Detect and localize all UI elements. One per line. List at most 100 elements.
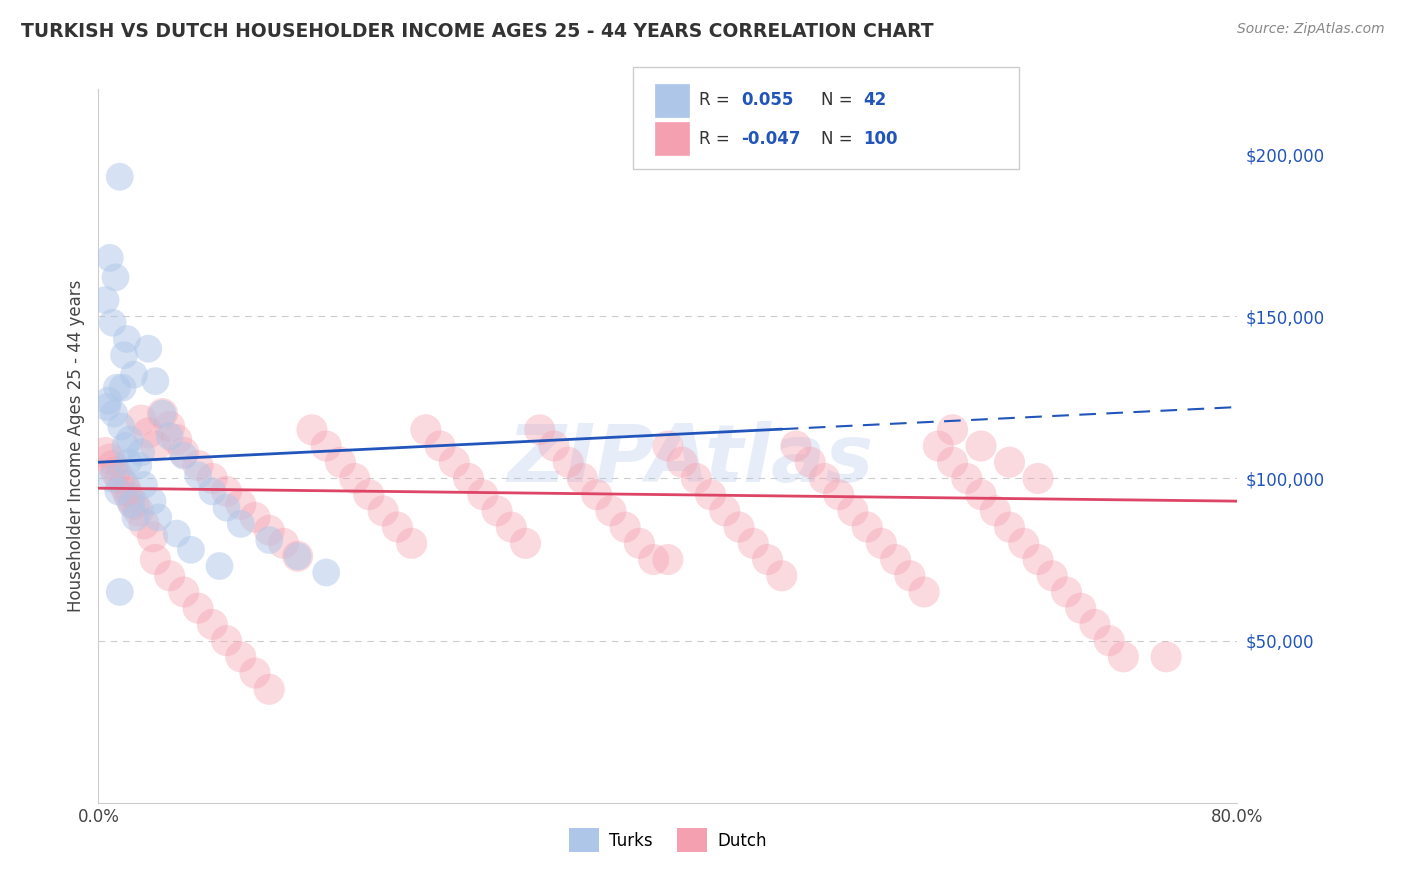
Point — [96, 400, 118, 414]
Point — [842, 504, 865, 518]
Point — [173, 585, 195, 599]
Point — [215, 633, 238, 648]
Point — [657, 552, 679, 566]
Point — [201, 484, 224, 499]
Point — [1070, 601, 1092, 615]
Text: R =: R = — [699, 91, 735, 110]
Point — [1056, 585, 1078, 599]
Point — [141, 530, 163, 544]
Point — [942, 423, 965, 437]
Point — [898, 568, 921, 582]
Text: N =: N = — [821, 91, 858, 110]
Point — [187, 468, 209, 483]
Point — [628, 536, 651, 550]
Point — [118, 433, 141, 447]
Point — [1026, 471, 1049, 485]
Point — [942, 455, 965, 469]
Point — [120, 497, 142, 511]
Point — [387, 520, 409, 534]
Point — [343, 471, 366, 485]
Point — [104, 270, 127, 285]
Point — [98, 452, 121, 467]
Text: 0.055: 0.055 — [741, 91, 793, 110]
Point — [187, 458, 209, 473]
Point — [98, 251, 121, 265]
Point — [94, 445, 117, 459]
Point — [111, 381, 134, 395]
Point — [585, 488, 607, 502]
Point — [108, 471, 131, 485]
Point — [1154, 649, 1177, 664]
Point — [287, 549, 309, 564]
Text: TURKISH VS DUTCH HOUSEHOLDER INCOME AGES 25 - 44 YEARS CORRELATION CHART: TURKISH VS DUTCH HOUSEHOLDER INCOME AGES… — [21, 22, 934, 41]
Point — [728, 520, 751, 534]
Point — [208, 559, 231, 574]
Point — [287, 549, 309, 564]
Text: R =: R = — [699, 129, 735, 148]
Point — [122, 497, 145, 511]
Point — [486, 504, 509, 518]
Point — [107, 484, 129, 499]
Point — [101, 316, 124, 330]
Point — [1026, 552, 1049, 566]
Point — [799, 455, 821, 469]
Point — [122, 368, 145, 382]
Point — [159, 419, 181, 434]
Point — [970, 439, 993, 453]
Point — [501, 520, 523, 534]
Point — [94, 293, 117, 307]
Point — [1012, 536, 1035, 550]
Point — [259, 533, 281, 547]
Point — [173, 445, 195, 459]
Point — [108, 585, 131, 599]
Point — [166, 433, 188, 447]
Point — [1098, 633, 1121, 648]
Point — [1040, 568, 1063, 582]
Point — [699, 488, 721, 502]
Point — [685, 471, 707, 485]
Text: ZIPAtlas: ZIPAtlas — [508, 421, 873, 500]
Point — [132, 478, 155, 492]
Point — [159, 568, 181, 582]
Point — [97, 393, 120, 408]
Point — [127, 504, 149, 518]
Point — [201, 617, 224, 632]
Point — [127, 458, 149, 473]
Point — [129, 413, 152, 427]
Point — [856, 520, 879, 534]
Point — [912, 585, 935, 599]
Point — [112, 348, 135, 362]
Point — [998, 455, 1021, 469]
Point — [132, 516, 155, 531]
Point — [152, 407, 174, 421]
Point — [600, 504, 623, 518]
Point — [145, 552, 167, 566]
Point — [118, 491, 141, 505]
Point — [714, 504, 737, 518]
Text: 100: 100 — [863, 129, 898, 148]
Point — [115, 332, 138, 346]
Point — [100, 471, 122, 485]
Point — [110, 419, 132, 434]
Text: -0.047: -0.047 — [741, 129, 800, 148]
Point — [115, 484, 138, 499]
Y-axis label: Householder Income Ages 25 - 44 years: Householder Income Ages 25 - 44 years — [66, 280, 84, 612]
Point — [828, 488, 851, 502]
Point — [145, 439, 167, 453]
Point — [273, 536, 295, 550]
Point — [671, 455, 693, 469]
Point — [152, 407, 174, 421]
Point — [259, 682, 281, 697]
Point — [543, 439, 565, 453]
Point — [515, 536, 537, 550]
Point — [614, 520, 637, 534]
Point — [215, 484, 238, 499]
Point — [371, 504, 394, 518]
Point — [229, 516, 252, 531]
Point — [329, 455, 352, 469]
Point — [998, 520, 1021, 534]
Point — [301, 423, 323, 437]
Point — [103, 407, 125, 421]
Point — [557, 455, 579, 469]
Point — [114, 439, 136, 453]
